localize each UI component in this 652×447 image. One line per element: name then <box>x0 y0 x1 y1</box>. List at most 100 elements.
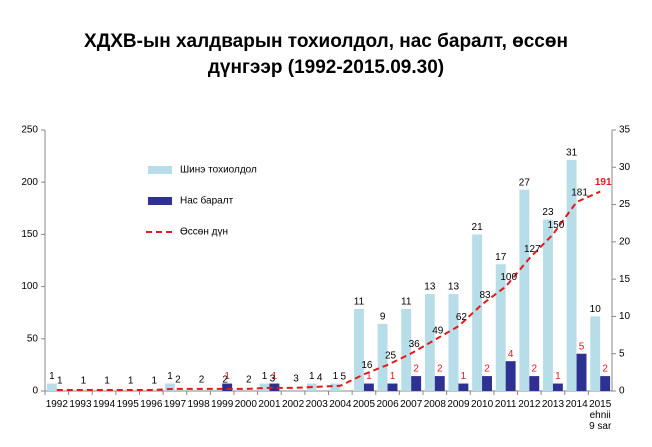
bar <box>411 376 422 391</box>
y2-tick-label: 25 <box>619 199 631 210</box>
data-label: 13 <box>424 282 436 293</box>
data-label: 1 <box>262 371 268 382</box>
x-tick-label: 1993 <box>69 399 92 410</box>
y-tick-label: 0 <box>32 386 38 397</box>
data-label: 27 <box>519 177 531 188</box>
bar <box>259 383 270 391</box>
legend-label: Нас баралт <box>180 195 234 207</box>
data-label: 2 <box>531 364 537 375</box>
y2-tick-label: 20 <box>619 236 631 247</box>
x-tick-label: 2005 <box>353 399 376 410</box>
data-label: 150 <box>548 220 565 231</box>
bar <box>519 189 530 391</box>
x-tick-label: 2008 <box>424 399 447 410</box>
bar <box>472 234 483 391</box>
bar <box>434 376 445 391</box>
bar <box>482 376 492 391</box>
y2-tick-label: 0 <box>619 386 625 397</box>
x-tick-label: 2013 <box>542 399 565 410</box>
x-tick-label: 2012 <box>518 399 541 410</box>
data-label: 2 <box>602 364 608 375</box>
data-label: 23 <box>542 207 554 218</box>
bar <box>363 383 374 391</box>
y2-tick-label: 15 <box>619 274 631 285</box>
data-label: 21 <box>472 222 484 233</box>
data-label: 127 <box>524 244 541 255</box>
x-tick-label: 1997 <box>164 399 187 410</box>
y-tick-label: 200 <box>21 177 38 188</box>
data-label: 1 <box>128 376 134 387</box>
data-label: 4 <box>508 349 514 360</box>
bar <box>600 376 611 391</box>
legend-label: Шинэ тохиолдол <box>180 165 257 176</box>
bar <box>566 159 577 391</box>
data-label: 1 <box>461 371 467 382</box>
x-tick-label: 2001 <box>258 399 281 410</box>
data-label: 36 <box>409 339 421 350</box>
x-tick-label: 2003 <box>306 399 329 410</box>
bar <box>458 383 469 391</box>
x-tick-label: 2002 <box>282 399 305 410</box>
y-tick-label: 250 <box>21 125 38 136</box>
bar <box>590 316 601 391</box>
bar <box>354 308 364 391</box>
bar <box>387 383 398 391</box>
x-tick-label: 2010 <box>471 399 494 410</box>
y2-tick-label: 5 <box>619 348 625 359</box>
data-label: 11 <box>401 297 412 308</box>
x-tick-label: 2004 <box>329 399 352 410</box>
line <box>56 190 601 391</box>
data-label: 2 <box>199 375 205 386</box>
bar <box>448 294 459 391</box>
x-tick-label: 1995 <box>117 399 140 410</box>
data-label: 191 <box>595 177 612 188</box>
data-label: 1 <box>152 376 158 387</box>
data-label: 1 <box>104 376 110 387</box>
bar <box>377 323 388 391</box>
data-label: 4 <box>317 372 323 383</box>
x-tick-label: 1994 <box>93 399 116 410</box>
x-tick-label: 1992 <box>46 399 69 410</box>
x-tick-label: 1998 <box>187 399 210 410</box>
bar <box>529 376 540 391</box>
data-label: 181 <box>571 188 588 199</box>
bar <box>222 383 233 391</box>
data-label: 2 <box>437 364 443 375</box>
data-label: 3 <box>293 374 299 385</box>
data-label: 2 <box>175 375 181 386</box>
data-label: 100 <box>500 272 517 283</box>
data-label: 83 <box>480 290 492 301</box>
data-label: 10 <box>590 304 602 315</box>
data-label: 5 <box>341 371 347 382</box>
x-tick-label: 1996 <box>140 399 163 410</box>
x-tick-label: 2006 <box>376 399 399 410</box>
data-label: 2 <box>413 364 419 375</box>
x-tick-label: 2015 ehnii 9 sar <box>589 399 612 432</box>
data-label: 5 <box>579 341 585 352</box>
data-label: 1 <box>272 371 278 382</box>
data-label: 3 <box>270 374 276 385</box>
data-label: 9 <box>380 312 386 323</box>
data-label: 11 <box>354 297 365 308</box>
data-label: 62 <box>456 312 468 323</box>
bar <box>401 308 412 391</box>
legend-swatch <box>148 166 172 174</box>
data-label: 1 <box>309 371 315 382</box>
chart-title: ХДХВ-ын халдварын тохиолдол, нас баралт,… <box>84 31 568 52</box>
x-tick-label: 2007 <box>400 399 423 410</box>
y2-tick-label: 30 <box>619 162 631 173</box>
data-label: 1 <box>57 376 63 387</box>
bar <box>46 383 57 391</box>
bar <box>543 219 553 391</box>
bar <box>552 383 563 391</box>
chart-title: дүнгээр (1992-2015.09.30) <box>208 57 444 78</box>
data-label: 1 <box>224 371 230 382</box>
y2-tick-label: 35 <box>619 125 631 136</box>
y2-tick-label: 10 <box>619 311 631 322</box>
data-label: 1 <box>49 371 55 382</box>
data-label: 2 <box>222 375 228 386</box>
data-label: 13 <box>448 282 460 293</box>
bar <box>576 353 587 391</box>
data-label: 2 <box>246 375 252 386</box>
bar <box>165 383 175 391</box>
